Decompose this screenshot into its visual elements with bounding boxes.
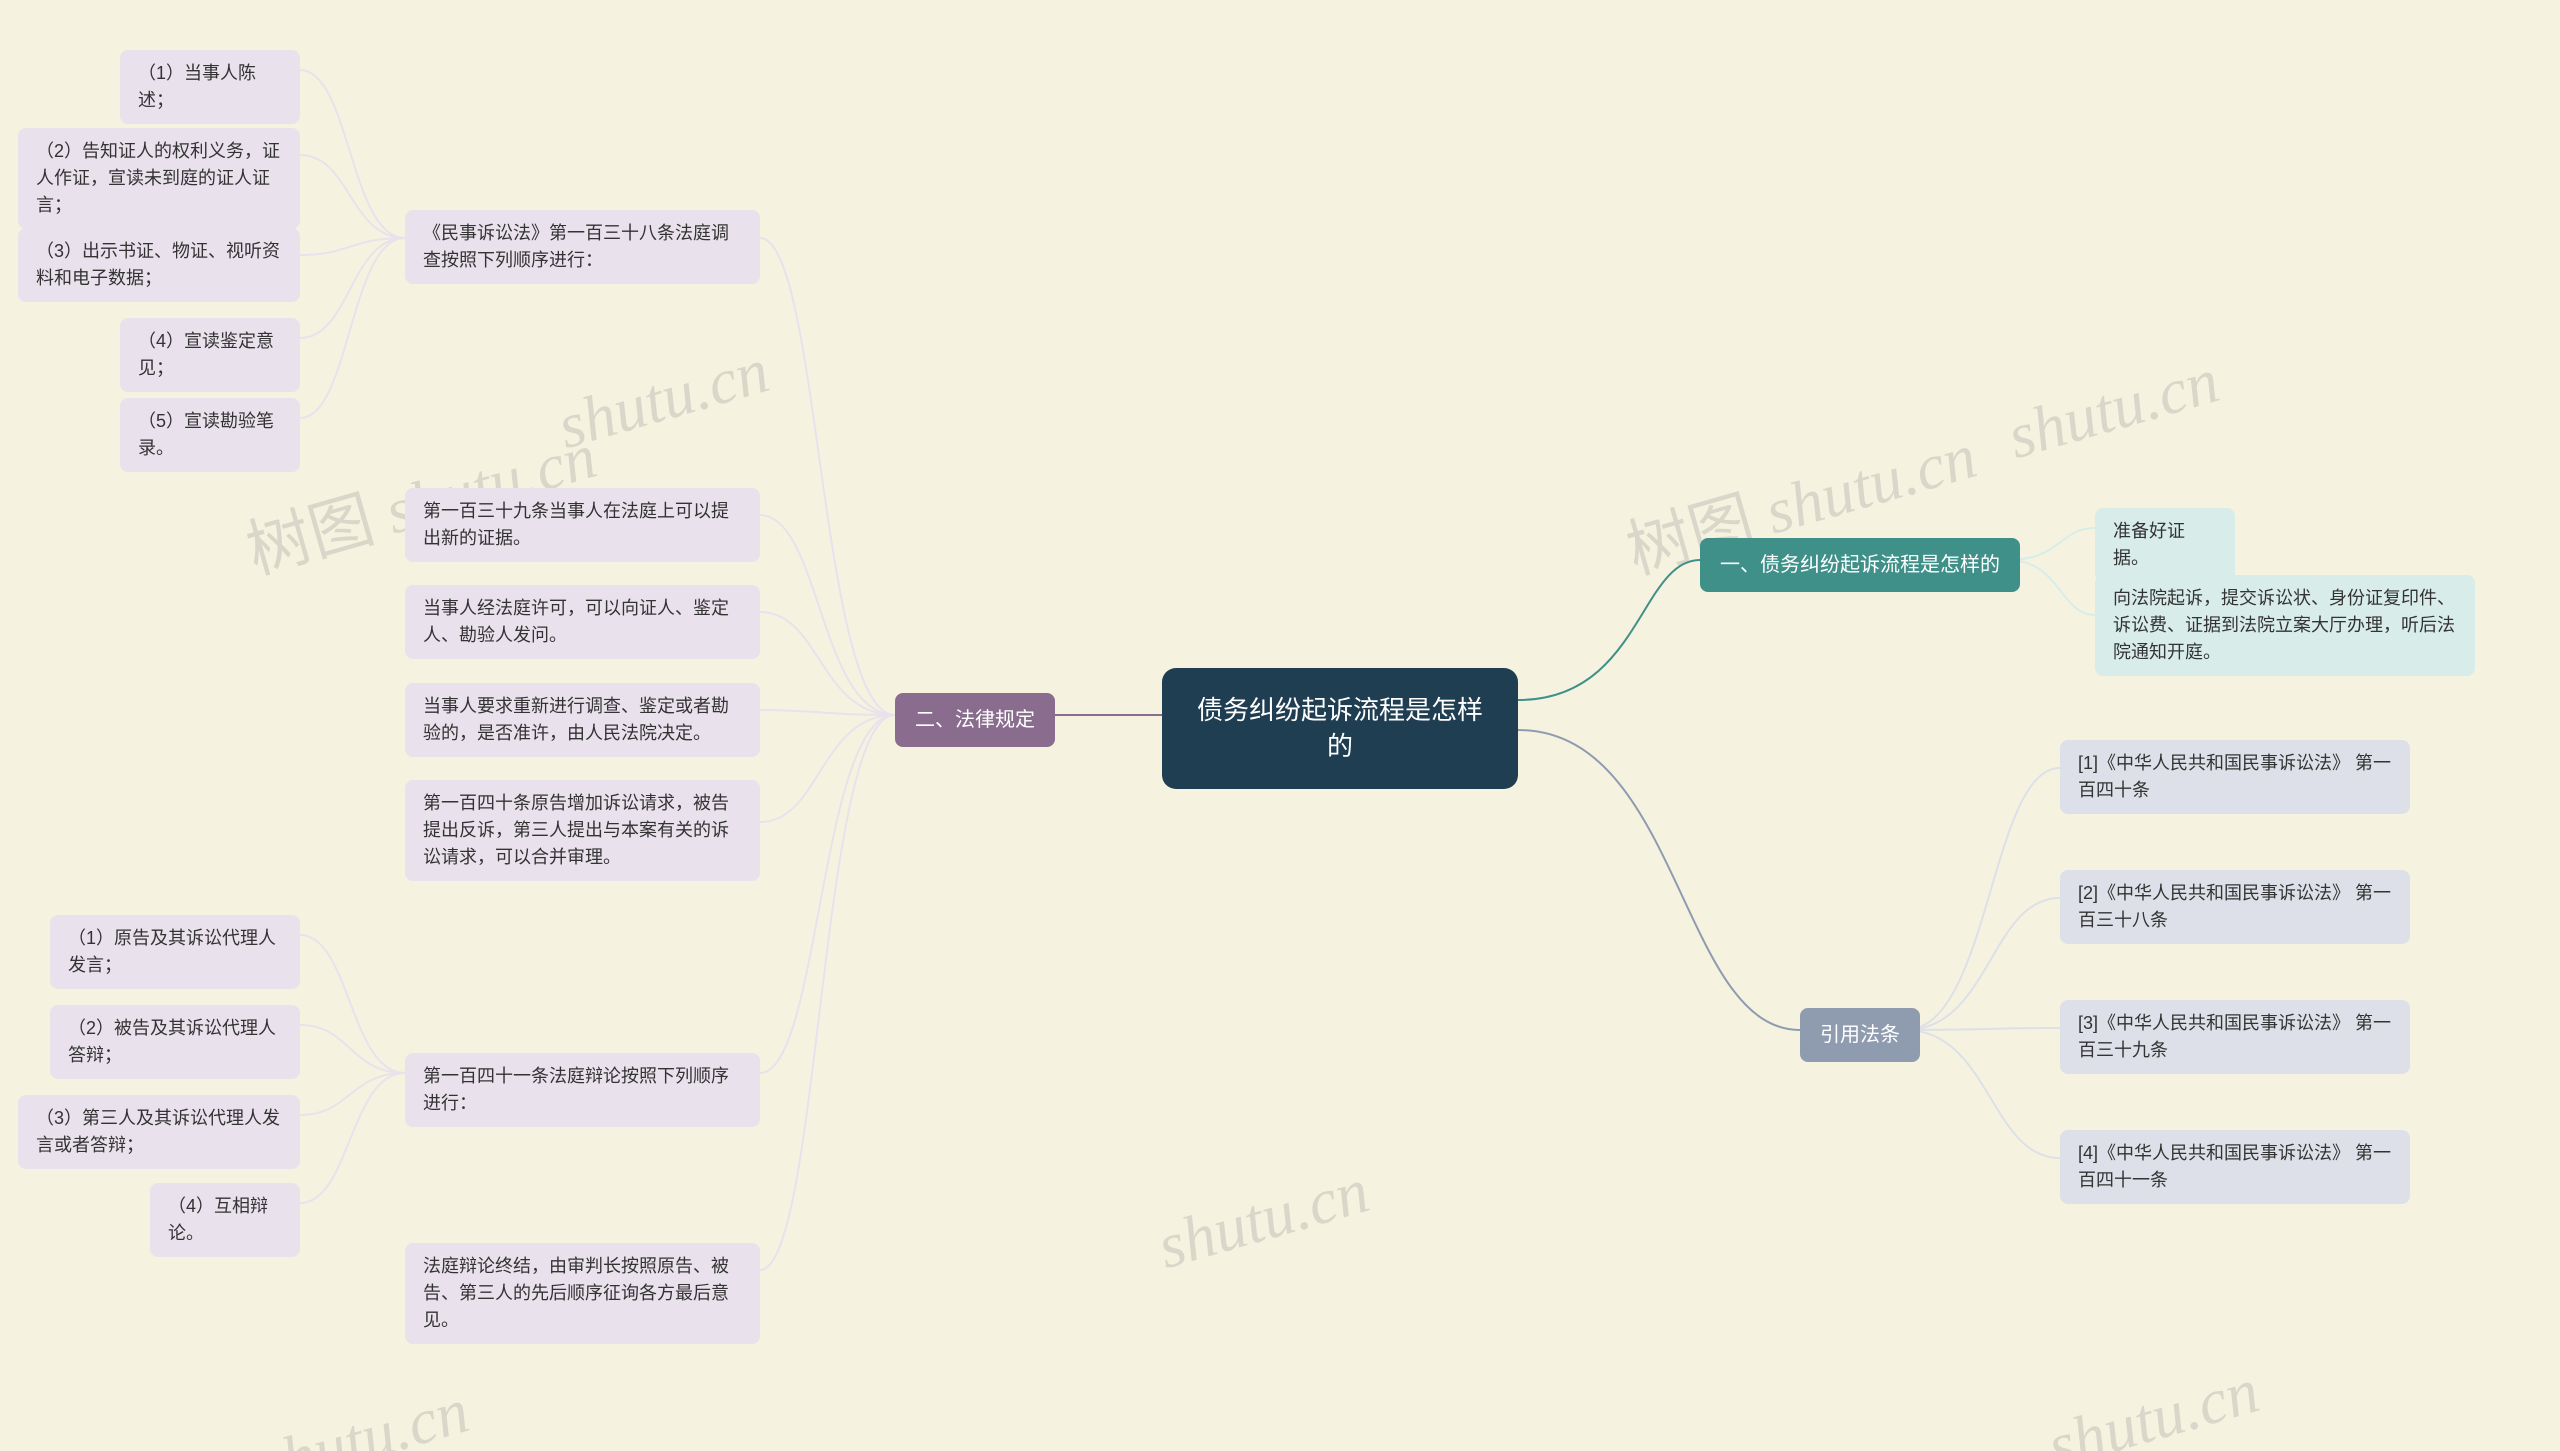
law-138-1: （1）当事人陈述；: [120, 50, 300, 124]
root-line2: 的: [1192, 728, 1488, 764]
leaf-evidence: 准备好证据。: [2095, 508, 2235, 582]
law-139: 第一百三十九条当事人在法庭上可以提出新的证据。: [405, 488, 760, 562]
branch-process-label: 一、债务纠纷起诉流程是怎样的: [1720, 554, 2000, 576]
law-138: 《民事诉讼法》第一百三十八条法庭调查按照下列顺序进行：: [405, 210, 760, 284]
leaf-cite-3: [3]《中华人民共和国民事诉讼法》 第一百三十九条: [2060, 1000, 2410, 1074]
leaf-cite-1: [1]《中华人民共和国民事诉讼法》 第一百四十条: [2060, 740, 2410, 814]
branch-law: 二、法律规定: [895, 693, 1055, 747]
law-138-4: （4）宣读鉴定意见；: [120, 318, 300, 392]
watermark: shutu.cn: [2040, 1354, 2267, 1451]
leaf-cite-2: [2]《中华人民共和国民事诉讼法》 第一百三十八条: [2060, 870, 2410, 944]
law-138-5: （5）宣读勘验笔录。: [120, 398, 300, 472]
watermark: shutu.cn: [550, 334, 777, 464]
branch-process: 一、债务纠纷起诉流程是怎样的: [1700, 538, 2020, 592]
mindmap-canvas: 树图 shutu.cn 树图 shutu.cn shutu.cn shutu.c…: [0, 0, 2560, 1451]
leaf-cite-4: [4]《中华人民共和国民事诉讼法》 第一百四十一条: [2060, 1130, 2410, 1204]
law-140: 第一百四十条原告增加诉讼请求，被告提出反诉，第三人提出与本案有关的诉讼请求，可以…: [405, 780, 760, 881]
law-debate-end: 法庭辩论终结，由审判长按照原告、被告、第三人的先后顺序征询各方最后意见。: [405, 1243, 760, 1344]
law-141: 第一百四十一条法庭辩论按照下列顺序进行：: [405, 1053, 760, 1127]
law-139c: 当事人要求重新进行调查、鉴定或者勘验的，是否准许，由人民法院决定。: [405, 683, 760, 757]
watermark: shutu.cn: [2000, 344, 2227, 474]
watermark: shutu.cn: [250, 1374, 477, 1451]
branch-citations: 引用法条: [1800, 1008, 1920, 1062]
root-node: 债务纠纷起诉流程是怎样 的: [1162, 668, 1518, 789]
law-138-3: （3）出示书证、物证、视听资料和电子数据；: [18, 228, 300, 302]
law-141-4: （4）互相辩论。: [150, 1183, 300, 1257]
law-141-1: （1）原告及其诉讼代理人发言；: [50, 915, 300, 989]
law-141-3: （3）第三人及其诉讼代理人发言或者答辩；: [18, 1095, 300, 1169]
leaf-sue: 向法院起诉，提交诉讼状、身份证复印件、诉讼费、证据到法院立案大厅办理，听后法院通…: [2095, 575, 2475, 676]
root-line1: 债务纠纷起诉流程是怎样: [1192, 692, 1488, 728]
law-139b: 当事人经法庭许可，可以向证人、鉴定人、勘验人发问。: [405, 585, 760, 659]
law-138-2: （2）告知证人的权利义务，证人作证，宣读未到庭的证人证言；: [18, 128, 300, 229]
watermark: shutu.cn: [1150, 1154, 1377, 1284]
branch-law-label: 二、法律规定: [915, 709, 1035, 731]
law-141-2: （2）被告及其诉讼代理人答辩；: [50, 1005, 300, 1079]
branch-citations-label: 引用法条: [1820, 1024, 1900, 1046]
